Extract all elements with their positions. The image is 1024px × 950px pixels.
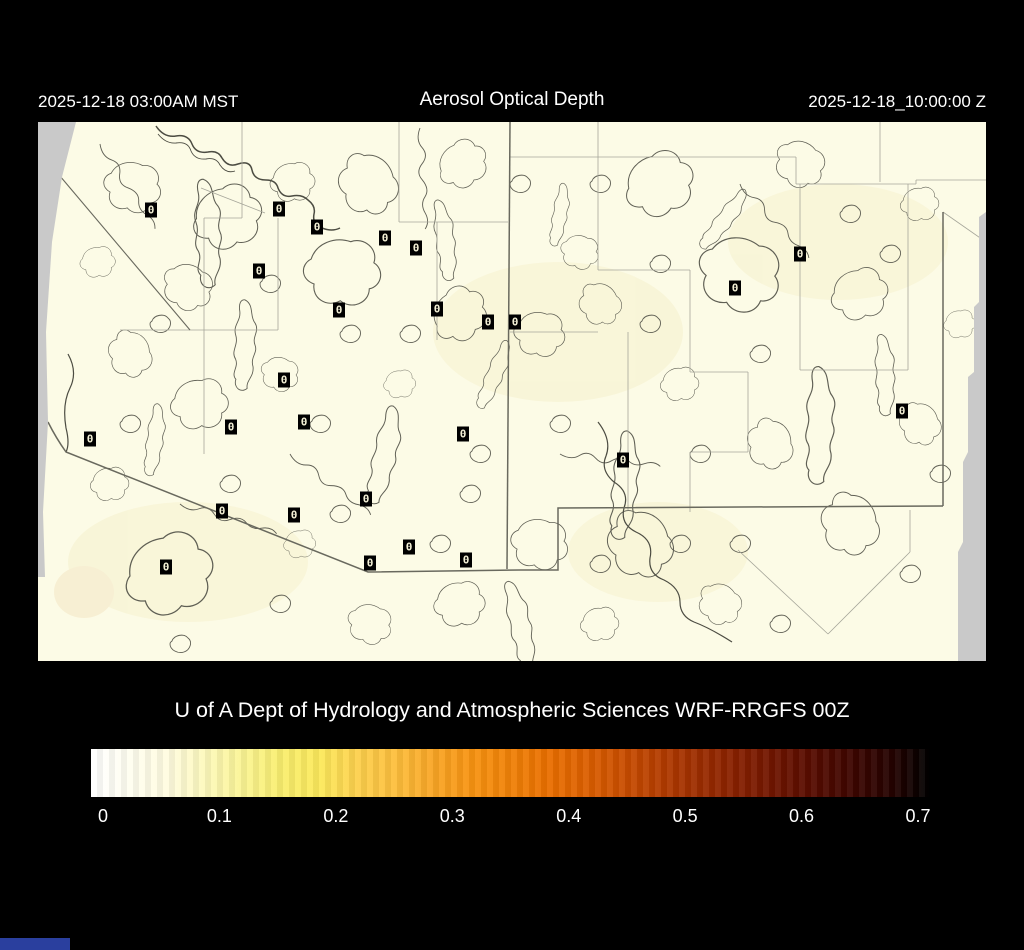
- station-value-label: 0: [410, 240, 422, 256]
- plot-title: Aerosol Optical Depth: [419, 89, 605, 110]
- state-borders: [38, 122, 944, 573]
- colorbar-tick: 0.4: [556, 806, 582, 826]
- station-value-label: 0: [431, 301, 443, 317]
- colorbar-tick: 0.3: [439, 806, 465, 826]
- nodata-regions: [38, 122, 986, 661]
- colorbar-banding: [91, 749, 930, 797]
- colorbar-tick: 0: [97, 806, 109, 826]
- station-value-label: 0: [379, 230, 391, 246]
- station-value-label: 0: [225, 419, 237, 435]
- valid-time-local: 2025-12-18 03:00AM MST: [38, 92, 239, 111]
- aod-colorbar: [91, 749, 930, 797]
- credit-line: U of A Dept of Hydrology and Atmospheric…: [174, 698, 850, 722]
- station-value-label: 0: [253, 263, 265, 279]
- station-value-label: 0: [360, 491, 372, 507]
- station-value-label: 0: [216, 503, 228, 519]
- station-value-label: 0: [460, 552, 472, 568]
- station-value-label: 0: [333, 302, 345, 318]
- station-value-label: 0: [896, 403, 908, 419]
- station-value-label: 0: [729, 280, 741, 296]
- station-value-label: 0: [509, 314, 521, 330]
- county-lines: [120, 122, 986, 635]
- basemap-svg: [38, 122, 986, 661]
- valid-time-utc: 2025-12-18_10:00:00 Z: [808, 92, 986, 111]
- station-value-label: 0: [311, 219, 323, 235]
- station-value-label: 0: [288, 507, 300, 523]
- station-value-label: 0: [457, 426, 469, 442]
- colorbar-tick: 0.7: [905, 806, 931, 826]
- aod-shading: [54, 184, 948, 622]
- colorbar-tick: 0.2: [323, 806, 349, 826]
- station-value-label: 0: [278, 372, 290, 388]
- station-value-label: 0: [617, 452, 629, 468]
- station-value-label: 0: [403, 539, 415, 555]
- station-value-label: 0: [482, 314, 494, 330]
- station-value-label: 0: [145, 202, 157, 218]
- colorbar-tick: 0.5: [672, 806, 698, 826]
- colorbar-tick: 0.1: [206, 806, 232, 826]
- river-lines: [64, 125, 733, 643]
- station-value-label: 0: [298, 414, 310, 430]
- station-value-label: 0: [160, 559, 172, 575]
- station-value-label: 0: [364, 555, 376, 571]
- station-value-label: 0: [84, 431, 96, 447]
- station-value-label: 0: [273, 201, 285, 217]
- colorbar-tick: 0.6: [789, 806, 815, 826]
- station-value-label: 0: [794, 246, 806, 262]
- bottom-left-blue-strip: [0, 938, 70, 950]
